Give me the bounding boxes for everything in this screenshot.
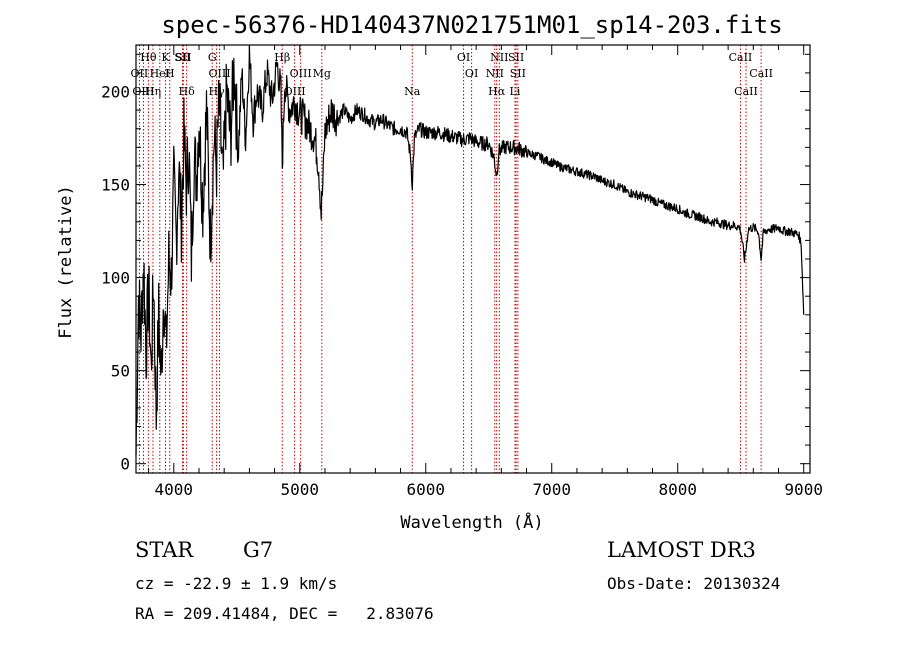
line-label-HeI: HeI <box>150 67 170 80</box>
line-label-G: G <box>208 51 217 64</box>
y-axis-label: Flux (relative) <box>56 185 76 339</box>
coordinates: RA = 209.41484, DEC = 2.83076 <box>135 604 434 623</box>
line-label-K: K <box>161 51 170 64</box>
line-label-OIII: OIII <box>290 67 312 80</box>
redshift-velocity: cz = -22.9 ± 1.9 km/s <box>135 574 338 593</box>
line-label-Hγ: Hγ <box>209 85 226 98</box>
line-label-Hη: Hη <box>145 85 161 98</box>
x-tick-label: 9000 <box>784 480 823 499</box>
line-label-OIII: OIII <box>208 67 230 80</box>
x-tick-label: 8000 <box>658 480 697 499</box>
line-label-OIII: OIII <box>284 85 306 98</box>
line-label-H: H <box>165 67 175 80</box>
y-tick-label: 0 <box>120 455 130 474</box>
line-label-NII: NII <box>490 51 508 64</box>
line-label-NII: NII <box>486 67 504 80</box>
survey-release: LAMOST DR3 <box>607 538 756 562</box>
line-label-CaII: CaII <box>749 67 773 80</box>
line-label-Hα: Hα <box>488 85 506 98</box>
line-label-SII: SII <box>174 51 190 64</box>
y-axis-ticks: 0 50 100 150 200 <box>101 53 810 474</box>
line-label-OI: OI <box>465 67 478 80</box>
spectral-line-markers <box>138 45 762 473</box>
x-axis-label: Wavelength (Å) <box>400 511 543 533</box>
y-tick-label: 200 <box>101 83 130 102</box>
line-label-Hβ: Hβ <box>274 51 290 64</box>
line-label-SII: SII <box>510 67 526 80</box>
line-label-Mg: Mg <box>313 67 331 80</box>
y-tick-label: 150 <box>101 176 130 195</box>
object-class: STAR <box>135 538 194 562</box>
line-label-Li: Li <box>510 85 521 98</box>
x-tick-label: 6000 <box>406 480 445 499</box>
spectral-line-labels: HθOIIOIIIKHeIHηSIIHHδSIIOIIIHγGOIIIOIIIH… <box>131 51 773 98</box>
line-label-OI: OI <box>457 51 470 64</box>
line-label-Hδ: Hδ <box>179 85 196 98</box>
line-label-OII: OII <box>131 67 149 80</box>
observation-date: Obs-Date: 20130324 <box>607 574 781 593</box>
line-label-SII: SII <box>175 51 191 64</box>
x-tick-label: 4000 <box>155 480 194 499</box>
y-tick-label: 50 <box>111 362 130 381</box>
x-axis-ticks: 4000 5000 6000 7000 8000 9000 <box>148 45 823 499</box>
line-label-SII: SII <box>508 51 524 64</box>
y-tick-label: 100 <box>101 269 130 288</box>
object-subclass: G7 <box>243 538 274 562</box>
x-tick-label: 7000 <box>532 480 571 499</box>
x-tick-label: 5000 <box>281 480 320 499</box>
line-label-Hθ: Hθ <box>140 51 157 64</box>
flux-series-line <box>135 44 805 456</box>
line-label-Na: Na <box>404 85 421 98</box>
chart-title: spec-56376-HD140437N021751M01_sp14-203.f… <box>161 11 782 39</box>
line-label-CaII: CaII <box>729 51 753 64</box>
line-label-CaII: CaII <box>734 85 758 98</box>
